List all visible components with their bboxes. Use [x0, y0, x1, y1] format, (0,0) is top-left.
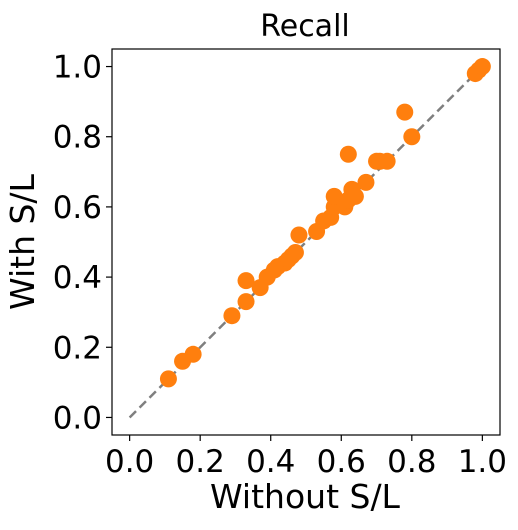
data-point — [223, 307, 241, 325]
x-tick-label: 0.8 — [387, 444, 436, 480]
data-point — [237, 272, 255, 290]
data-point — [237, 293, 255, 311]
x-tick-label: 0.0 — [105, 444, 154, 480]
x-tick-label: 1.0 — [458, 444, 507, 480]
y-axis-label: With S/L — [3, 173, 42, 309]
reference-diagonal-line — [128, 65, 484, 419]
data-point — [403, 128, 421, 146]
data-point — [357, 173, 375, 191]
data-point — [290, 226, 308, 244]
x-tick-label: 0.2 — [176, 444, 225, 480]
y-tick-label: 1.0 — [53, 50, 102, 86]
data-point — [325, 187, 343, 205]
data-point — [184, 345, 202, 363]
data-point — [396, 103, 414, 121]
data-point — [286, 244, 304, 262]
y-tick-label: 0.2 — [53, 330, 102, 366]
data-point — [378, 152, 396, 170]
x-tick-label: 0.4 — [246, 444, 295, 480]
plot-frame — [111, 48, 501, 436]
data-point — [339, 145, 357, 163]
data-point — [159, 370, 177, 388]
y-tick-label: 0.4 — [53, 260, 102, 296]
x-tick-label: 0.6 — [317, 444, 366, 480]
x-axis-label: Without S/L — [210, 477, 401, 516]
y-tick-label: 0.8 — [53, 120, 102, 156]
data-point — [473, 58, 491, 76]
data-point — [346, 187, 364, 205]
y-tick-label: 0.0 — [53, 400, 102, 436]
plot-area: 0.0 0.2 0.4 0.6 0.8 1.0 0.0 0.2 0.4 0.6 0.8 1.0 — [53, 48, 507, 480]
y-tick-label: 0.6 — [53, 190, 102, 226]
chart-title: Recall — [260, 9, 350, 44]
